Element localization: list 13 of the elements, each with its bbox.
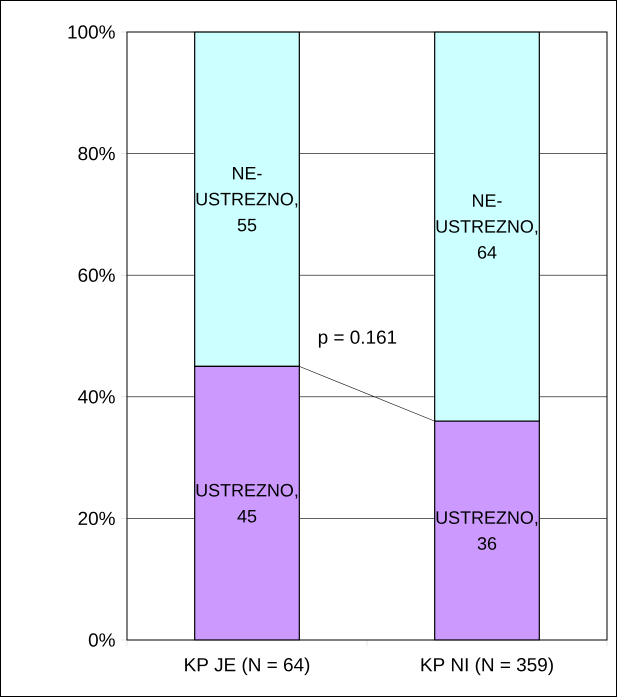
data-label: NE-USTREZNO, 64 [436,194,538,259]
data-label: USTREZNO, 36 [436,511,538,550]
data-label: NE-USTREZNO, 55 [196,167,298,232]
y-tick-label: 20% [78,512,115,526]
y-tick-label: 80% [78,146,115,160]
y-tick-label: 60% [78,268,115,282]
y-tick-label: 100% [68,25,115,39]
y-tick-label: 0% [88,633,115,647]
x-tick-label: KP JE (N = 64) [185,658,310,676]
x-tick-label: KP NI (N = 359) [421,658,553,676]
annotation: p = 0.161 [318,330,396,348]
y-tick-label: 40% [78,390,115,404]
data-label: USTREZNO, 45 [196,484,298,522]
